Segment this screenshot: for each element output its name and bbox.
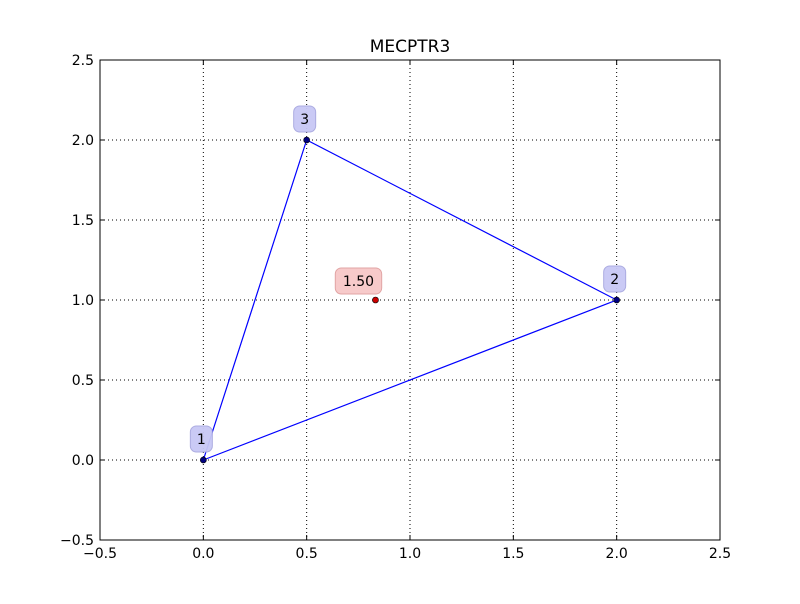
x-tick-label: 1.0 xyxy=(399,546,421,562)
y-tick-label: 1.0 xyxy=(72,293,94,309)
nodes xyxy=(200,136,620,464)
centroid-label: 1.50 xyxy=(334,267,383,295)
node-label-2: 2 xyxy=(603,265,627,293)
node-label-3-text: 3 xyxy=(300,112,309,128)
y-tick-label: −0.5 xyxy=(60,533,94,549)
centroid-point xyxy=(372,296,379,304)
node-point-3 xyxy=(303,136,310,144)
node-point-1 xyxy=(200,456,207,464)
y-tick-label: 2.5 xyxy=(72,53,94,69)
x-tick-label: 1.5 xyxy=(502,546,524,562)
centroid-label-text: 1.50 xyxy=(343,274,374,290)
node-label-1-text: 1 xyxy=(197,432,206,448)
y-tick-label: 0.5 xyxy=(72,373,94,389)
x-tick-label: 2.0 xyxy=(606,546,628,562)
node-label-3-box xyxy=(293,105,317,133)
x-tick-label: −0.5 xyxy=(83,546,117,562)
y-tick-label: 1.5 xyxy=(72,213,94,229)
x-tick-label: 2.5 xyxy=(709,546,731,562)
node-label-3: 3 xyxy=(293,105,317,133)
y-tick-label: 0.0 xyxy=(72,453,94,469)
node-label-2-text: 2 xyxy=(610,272,619,288)
chart-title: MECPTR3 xyxy=(370,37,451,57)
ticks: −0.5 0.0 0.5 1.0 1.5 2.0 2.5 −0.5 0.0 0.5 1.0 1.5 2.… xyxy=(60,53,731,562)
x-tick-label: 0.5 xyxy=(296,546,318,562)
node-label-1: 1 xyxy=(189,425,213,453)
node-label-2-box xyxy=(603,265,627,293)
x-tick-label: 0.0 xyxy=(192,546,214,562)
centroid-label-box xyxy=(334,267,383,295)
grid xyxy=(100,60,720,540)
triangle-edges xyxy=(202,139,619,461)
y-tick-label: 2.0 xyxy=(72,133,94,149)
labels: 1 2 3 1.50 xyxy=(189,105,627,453)
triangle-edge-line xyxy=(202,139,619,461)
node-label-1-box xyxy=(189,425,213,453)
node-point-2 xyxy=(613,296,620,304)
